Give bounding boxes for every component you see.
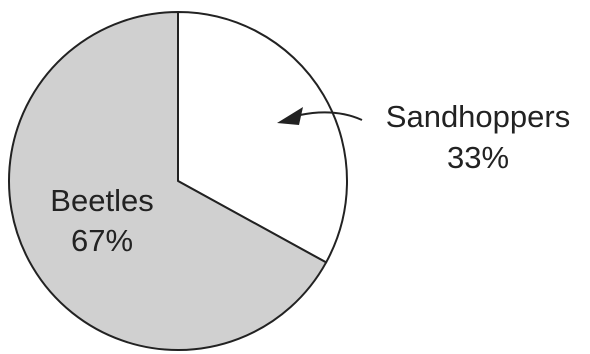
- sandhoppers-pointer-arrow-head: [277, 107, 303, 125]
- sandhoppers-pointer-arrow: [299, 111, 363, 121]
- slice-value-sandhoppers: 33%: [447, 140, 509, 175]
- slice-value-beetles: 67%: [71, 223, 133, 258]
- pie-slice-beetles: [8, 11, 328, 351]
- pie-slice-sandhoppers: [177, 11, 349, 264]
- slice-label-beetles: Beetles: [50, 183, 153, 218]
- slice-label-sandhoppers: Sandhoppers: [386, 99, 570, 134]
